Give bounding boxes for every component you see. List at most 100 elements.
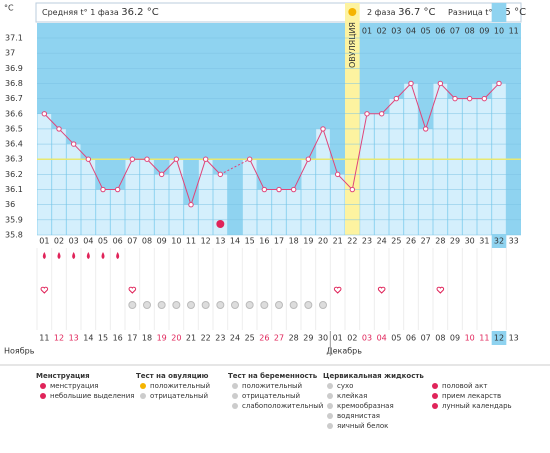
sex-icon — [333, 286, 342, 294]
date: 13 — [509, 334, 519, 343]
bar — [448, 98, 462, 235]
temp-point — [217, 171, 224, 178]
date: 12 — [494, 334, 504, 343]
cycle-day: 02 — [54, 237, 64, 246]
phase2-label: 2 фаза 36.7 °C — [367, 7, 436, 18]
bar — [272, 189, 286, 235]
pill-icon — [275, 301, 283, 309]
cycle-day: 32 — [494, 237, 504, 246]
bar — [198, 159, 213, 235]
date: 02 — [347, 334, 357, 343]
menstruation-icon — [72, 252, 76, 259]
bar — [418, 128, 433, 235]
bar — [389, 98, 404, 235]
pill-icon — [157, 301, 166, 309]
bar — [477, 98, 492, 235]
temp-point — [276, 186, 282, 193]
temp-point — [158, 171, 165, 178]
legend-icon — [432, 393, 438, 399]
cycle-day: 29 — [450, 237, 460, 246]
cycle-day: 19 — [303, 237, 313, 246]
phase2-value: 36.7 °C — [398, 7, 435, 18]
cycle-day: 17 — [274, 237, 284, 246]
date: 20 — [171, 334, 181, 343]
bar — [81, 159, 96, 235]
date: 30 — [318, 334, 328, 343]
pill-icon — [304, 301, 313, 309]
cycle-day: 15 — [245, 237, 255, 246]
phase2-day: 01 — [362, 27, 372, 36]
y-tick-label: 36.2 — [5, 170, 23, 179]
cycle-day: 30 — [465, 237, 475, 246]
pill-icon — [216, 301, 225, 309]
temp-point — [100, 186, 106, 193]
temp-point — [378, 111, 385, 117]
date: 23 — [215, 334, 225, 343]
legend-icon — [432, 383, 438, 389]
phase2-day: 04 — [406, 27, 416, 36]
legend-item: менструация — [50, 382, 99, 390]
cycle-day: 06 — [113, 237, 123, 246]
date: 04 — [377, 334, 387, 343]
date: 28 — [289, 334, 299, 343]
y-tick-label: 36.4 — [5, 140, 23, 149]
bar — [257, 189, 272, 235]
bar — [316, 128, 330, 235]
diff: Разница t° — [448, 8, 492, 17]
bar — [286, 189, 301, 235]
phase2-day: 05 — [421, 27, 431, 36]
today-box — [491, 234, 507, 248]
gap-bridge — [220, 158, 250, 175]
legend-icon — [232, 403, 238, 409]
y-tick-label: 36.1 — [5, 185, 23, 194]
date: 01 — [333, 334, 343, 343]
legend-icon — [432, 403, 438, 409]
cycle-day: 28 — [435, 237, 445, 246]
temp-point — [173, 156, 180, 162]
date: 21 — [186, 334, 196, 343]
cycle-day: 25 — [391, 237, 401, 246]
cycle-day: 09 — [157, 237, 167, 246]
temp-point — [364, 111, 370, 117]
cycle-day: 31 — [479, 237, 489, 246]
cycle-day: 23 — [362, 237, 372, 246]
date: 07 — [421, 334, 431, 343]
temp-point — [246, 156, 253, 162]
temp-point — [334, 171, 341, 178]
legend-icon — [40, 383, 46, 389]
phase2-day: 06 — [435, 27, 445, 36]
temp-point — [129, 156, 136, 162]
cycle-day: 07 — [127, 237, 137, 246]
temp-point — [437, 80, 444, 87]
phase2-day: 07 — [450, 27, 460, 36]
legend-item: небольшие выделения — [50, 392, 135, 400]
menstruation-icon — [116, 252, 120, 259]
cycle-day: 27 — [421, 237, 431, 246]
y-tick-label: 36.3 — [5, 155, 23, 164]
temp-point — [188, 201, 194, 208]
date: 03 — [362, 334, 372, 343]
temp-point — [481, 95, 488, 102]
cycle-day: 22 — [347, 237, 357, 246]
pill-icon — [172, 301, 181, 309]
date: 06 — [406, 334, 416, 343]
legend-icon — [40, 393, 46, 399]
temp-point — [114, 186, 121, 193]
temp-point — [466, 95, 473, 102]
cycle-day: 21 — [333, 237, 343, 246]
y-tick-label: 36.8 — [5, 79, 23, 88]
date: 10 — [465, 334, 475, 343]
sun-icon — [348, 8, 357, 16]
date: 25 — [245, 334, 255, 343]
legend-icon — [232, 383, 238, 389]
temp-point — [290, 186, 297, 193]
cycle-day: 16 — [259, 237, 269, 246]
temp-point — [320, 126, 326, 132]
sex-icon — [40, 286, 49, 294]
diff-label: Разница t° 0.5 °C — [448, 7, 526, 18]
today-box — [491, 3, 507, 22]
legend-icon — [327, 383, 333, 389]
month: Декабрь — [326, 347, 362, 356]
phase1-value: 36.2 °C — [121, 7, 158, 18]
